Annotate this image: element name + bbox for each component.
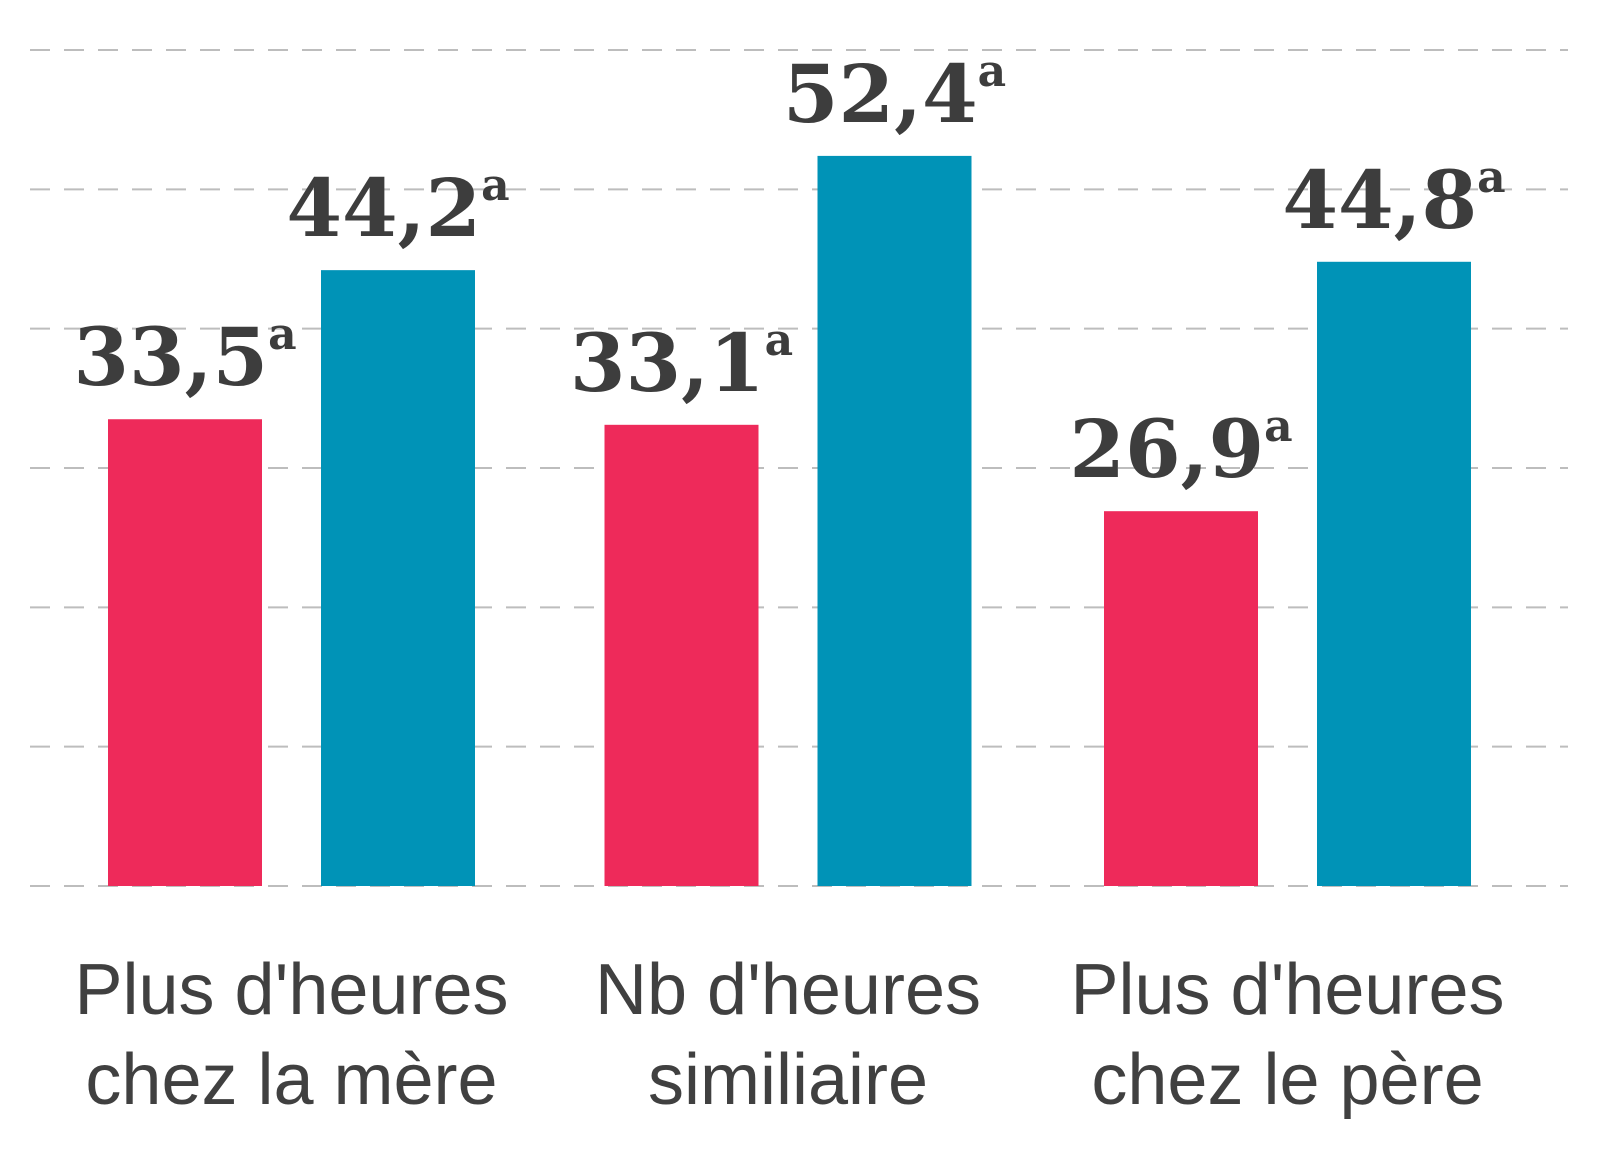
x-tick-label: similiaire xyxy=(648,1040,928,1120)
value-label-number: 33,1 xyxy=(570,316,765,410)
value-label-number: 26,9 xyxy=(1069,402,1264,496)
value-label: 44,2a xyxy=(286,160,509,255)
value-label-superscript: a xyxy=(1264,401,1293,452)
value-label: 33,5a xyxy=(73,309,296,404)
value-label-superscript: a xyxy=(765,315,794,366)
bar xyxy=(108,419,262,886)
value-label: 44,8a xyxy=(1282,152,1505,247)
x-tick-label: Plus d'heures xyxy=(1070,950,1504,1030)
x-tick-label: Plus d'heures xyxy=(74,950,508,1030)
bar xyxy=(817,155,972,887)
value-label-superscript: a xyxy=(481,160,510,211)
bar xyxy=(604,424,759,886)
bar xyxy=(1317,261,1471,887)
value-label-number: 33,5 xyxy=(73,310,268,404)
value-label-superscript: a xyxy=(978,46,1007,97)
value-label: 26,9a xyxy=(1069,401,1292,496)
value-label-number: 44,8 xyxy=(1282,153,1477,247)
x-tick-label: Nb d'heures xyxy=(595,950,981,1030)
value-label: 52,4a xyxy=(783,46,1006,141)
x-tick-label: chez la mère xyxy=(85,1040,497,1120)
value-label-superscript: a xyxy=(1477,152,1506,203)
value-label-number: 44,2 xyxy=(286,161,481,255)
value-label-superscript: a xyxy=(268,309,297,360)
x-tick-label: chez le père xyxy=(1091,1040,1483,1120)
value-label-number: 52,4 xyxy=(783,47,978,141)
bar xyxy=(1104,511,1258,886)
bar xyxy=(321,270,475,886)
value-label: 33,1a xyxy=(570,315,793,410)
